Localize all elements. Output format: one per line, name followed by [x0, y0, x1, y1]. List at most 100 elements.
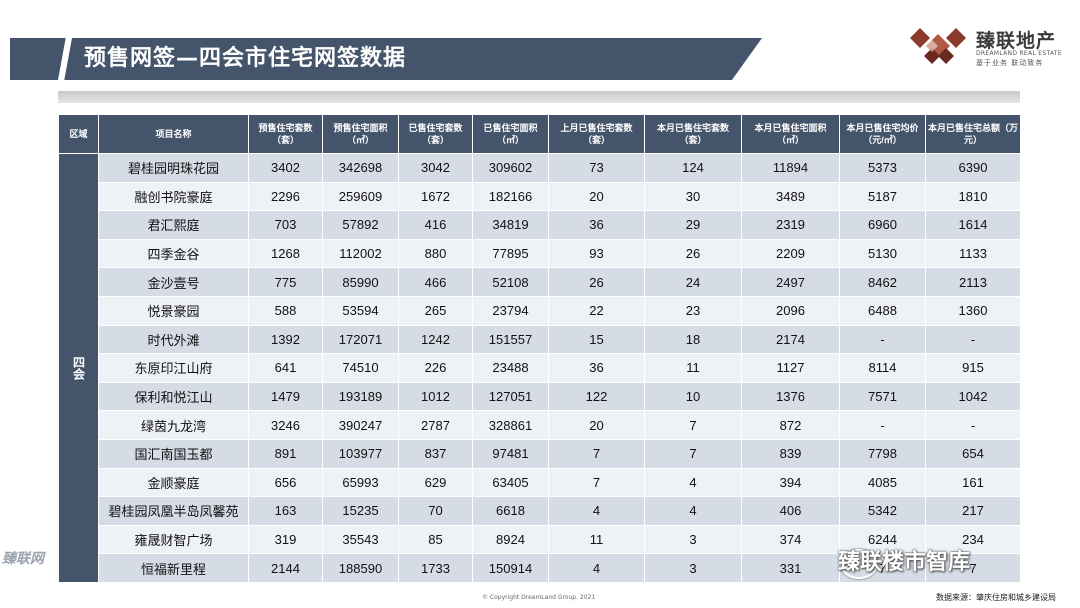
title-band — [10, 38, 762, 80]
project-name-cell: 东原印江山府 — [98, 353, 249, 383]
project-name-cell: 绿茵九龙湾 — [98, 410, 249, 440]
table-cell: 3042 — [398, 153, 473, 183]
table-cell: 7 — [925, 553, 1021, 583]
table-cell: 26 — [644, 238, 742, 269]
table-cell: 588 — [248, 295, 323, 326]
table-row: 四会 碧桂园明珠花园 3402 342698 3042 309602 73 124 11894 5… — [58, 153, 1021, 583]
table-cell: 127051 — [472, 381, 549, 412]
column-header: 预售住宅套数（套） — [248, 114, 323, 154]
table-cell: 1133 — [925, 238, 1021, 269]
table-row: 四季金谷 1268 112002 880 77895 93 26 2209 5130 1133 — [59, 238, 1021, 269]
table-cell: 93 — [548, 238, 645, 269]
logo-subtitle: DREAMLAND REAL ESTATE — [976, 50, 1062, 57]
table-cell: 15235 — [322, 496, 399, 526]
table-cell: 36 — [548, 210, 645, 240]
table-cell: 85 — [398, 524, 473, 555]
footer-source: 数据来源：肇庆住房和城乡建设局 — [936, 593, 1056, 602]
project-name-cell: 金沙壹号 — [98, 267, 249, 297]
table-cell: 122 — [548, 381, 645, 412]
column-header: 项目名称 — [98, 114, 249, 154]
table-cell: 8462 — [839, 267, 926, 297]
table-cell: 4085 — [839, 467, 926, 498]
table-cell: 1012 — [398, 381, 473, 412]
table-cell: 73 — [548, 153, 645, 183]
table-cell: 3246 — [248, 410, 323, 440]
table-cell: 65993 — [322, 467, 399, 498]
region-cell: 四会 — [58, 153, 99, 583]
table-cell: 6390 — [925, 153, 1021, 183]
table-cell: 5130 — [839, 238, 926, 269]
column-header: 本月已售住宅总额（万元） — [925, 114, 1021, 154]
column-header: 本月已售住宅面积（㎡） — [741, 114, 840, 154]
table-cell: 22 — [548, 295, 645, 326]
table-cell: 11 — [548, 524, 645, 555]
project-name-cell: 君汇熙庭 — [98, 210, 249, 240]
table-cell: 8114 — [839, 353, 926, 383]
table-cell: 641 — [248, 353, 323, 383]
table-cell: 23794 — [472, 295, 549, 326]
table-cell: 226 — [398, 353, 473, 383]
table-cell: 20 — [548, 181, 645, 212]
table-cell: 63405 — [472, 467, 549, 498]
project-name-cell: 雍晟财智广场 — [98, 524, 249, 555]
table-cell: 36 — [548, 353, 645, 383]
table-cell: 3489 — [741, 181, 840, 212]
table-cell: 872 — [741, 410, 840, 440]
table-cell: 1268 — [248, 238, 323, 269]
column-header: 本月已售住宅套数（套） — [644, 114, 742, 154]
table-cell: 26 — [548, 267, 645, 297]
table-cell: 309602 — [472, 153, 549, 183]
project-name-cell: 碧桂园凤凰半岛凤馨苑 — [98, 496, 249, 526]
table-cell: 7 — [548, 467, 645, 498]
table-cell: 172071 — [322, 324, 399, 355]
table-cell: 70 — [398, 496, 473, 526]
table-cell: 7 — [548, 438, 645, 469]
table-cell: 217 — [925, 496, 1021, 526]
project-name-cell: 四季金谷 — [98, 238, 249, 269]
table-row: 碧桂园凤凰半岛凤馨苑 163 15235 70 6618 4 4 406 5342 217 — [59, 496, 1021, 526]
table-cell: 188590 — [322, 553, 399, 583]
table-cell: 3 — [644, 553, 742, 583]
project-name-cell: 恒福新里程 — [98, 553, 249, 583]
table-cell: 1733 — [398, 553, 473, 583]
table-cell: 4 — [548, 496, 645, 526]
table-row: 融创书院豪庭 2296 259609 1672 182166 20 30 3489 5187 18… — [59, 181, 1021, 212]
table-cell: 6618 — [472, 496, 549, 526]
table-cell: 1360 — [925, 295, 1021, 326]
table-cell: 891 — [248, 438, 323, 469]
table-cell: 163 — [248, 496, 323, 526]
table-cell: 151557 — [472, 324, 549, 355]
table-cell: 1672 — [398, 181, 473, 212]
table-body: 四会 碧桂园明珠花园 3402 342698 3042 309602 73 124 11894 5… — [58, 153, 1021, 583]
table-cell: 331 — [741, 553, 840, 583]
page-title: 预售网签—四会市住宅网签数据 — [84, 46, 407, 71]
logo-mark-icon — [910, 28, 966, 64]
table-row: 保利和悦江山 1479 193189 1012 127051 122 10 1376 7571 1… — [59, 381, 1021, 412]
table-cell: 112002 — [322, 238, 399, 269]
table-cell: 5373 — [839, 153, 926, 183]
table-cell: 3402 — [248, 153, 323, 183]
table-cell: 2113 — [925, 267, 1021, 297]
table-cell: 2787 — [398, 410, 473, 440]
table-cell: - — [925, 324, 1021, 355]
table-cell: 30 — [644, 181, 742, 212]
table-row: 君汇熙庭 703 57892 416 34819 36 29 2319 6960 1614 — [59, 210, 1021, 240]
table-cell: 23 — [644, 295, 742, 326]
table-cell: 2174 — [741, 324, 840, 355]
table-cell: 24 — [644, 267, 742, 297]
table-cell: 265 — [398, 295, 473, 326]
table-cell: 1376 — [741, 381, 840, 412]
project-name-cell: 国汇南国玉都 — [98, 438, 249, 469]
table-cell: 34819 — [472, 210, 549, 240]
table-cell: 1614 — [925, 210, 1021, 240]
table-cell: 1479 — [248, 381, 323, 412]
table-cell: 7 — [644, 410, 742, 440]
logo-name: 臻联地产 — [976, 30, 1057, 52]
table-cell: 57892 — [322, 210, 399, 240]
table-cell: 193189 — [322, 381, 399, 412]
table-row: 金顺豪庭 656 65993 629 63405 7 4 394 4085 161 — [59, 467, 1021, 498]
table-cell: 839 — [741, 438, 840, 469]
footer-copyright: © Copyright DreamLand Group. 2021 — [482, 594, 596, 601]
table-row: 悦景豪园 588 53594 265 23794 22 23 2096 6488 1360 — [59, 295, 1021, 326]
table-cell: 629 — [398, 467, 473, 498]
